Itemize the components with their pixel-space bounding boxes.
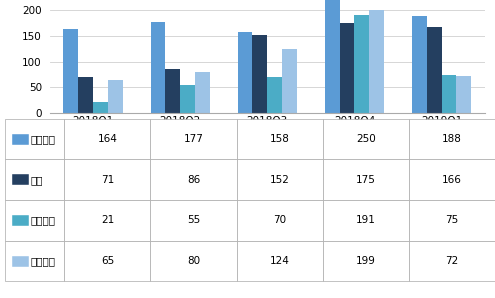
Bar bbox=[412, 16, 427, 113]
FancyBboxPatch shape bbox=[64, 119, 150, 159]
Text: 75: 75 bbox=[446, 215, 458, 225]
FancyBboxPatch shape bbox=[150, 241, 237, 281]
FancyBboxPatch shape bbox=[237, 241, 323, 281]
Bar bbox=[12, 174, 29, 185]
FancyBboxPatch shape bbox=[323, 200, 409, 241]
Text: 188: 188 bbox=[442, 134, 462, 144]
Text: 152: 152 bbox=[270, 175, 290, 185]
FancyBboxPatch shape bbox=[150, 200, 237, 241]
Bar bbox=[180, 85, 195, 113]
Bar bbox=[78, 77, 93, 113]
FancyBboxPatch shape bbox=[64, 241, 150, 281]
Text: 158: 158 bbox=[270, 134, 290, 144]
Text: 55: 55 bbox=[187, 215, 200, 225]
Bar bbox=[150, 22, 165, 113]
Bar bbox=[325, 0, 340, 113]
FancyBboxPatch shape bbox=[409, 119, 495, 159]
FancyBboxPatch shape bbox=[409, 241, 495, 281]
Text: 86: 86 bbox=[187, 175, 200, 185]
FancyBboxPatch shape bbox=[150, 159, 237, 200]
Bar bbox=[108, 80, 123, 113]
FancyBboxPatch shape bbox=[323, 119, 409, 159]
Bar bbox=[427, 27, 442, 113]
Bar bbox=[63, 29, 78, 113]
Text: 250: 250 bbox=[356, 134, 376, 144]
Bar bbox=[195, 72, 210, 113]
FancyBboxPatch shape bbox=[5, 200, 64, 241]
Text: 首旅酒店: 首旅酒店 bbox=[30, 215, 55, 225]
FancyBboxPatch shape bbox=[409, 159, 495, 200]
FancyBboxPatch shape bbox=[409, 200, 495, 241]
Bar bbox=[267, 77, 282, 113]
Text: 65: 65 bbox=[101, 256, 114, 266]
FancyBboxPatch shape bbox=[323, 241, 409, 281]
Bar bbox=[340, 23, 354, 113]
Text: 21: 21 bbox=[101, 215, 114, 225]
FancyBboxPatch shape bbox=[323, 159, 409, 200]
Bar bbox=[282, 49, 297, 113]
Bar bbox=[12, 255, 29, 267]
Bar bbox=[354, 15, 369, 113]
Text: 格林豪泰: 格林豪泰 bbox=[30, 256, 55, 266]
Bar bbox=[456, 76, 471, 113]
Text: 177: 177 bbox=[184, 134, 203, 144]
FancyBboxPatch shape bbox=[237, 159, 323, 200]
Text: 锦江股份: 锦江股份 bbox=[30, 134, 55, 144]
Bar bbox=[12, 215, 29, 226]
Bar bbox=[93, 103, 108, 113]
Text: 70: 70 bbox=[273, 215, 286, 225]
FancyBboxPatch shape bbox=[5, 119, 64, 159]
Bar bbox=[252, 35, 267, 113]
Text: 164: 164 bbox=[98, 134, 117, 144]
FancyBboxPatch shape bbox=[64, 200, 150, 241]
Text: 华住: 华住 bbox=[30, 175, 43, 185]
FancyBboxPatch shape bbox=[237, 200, 323, 241]
FancyBboxPatch shape bbox=[64, 159, 150, 200]
FancyBboxPatch shape bbox=[150, 119, 237, 159]
Bar bbox=[238, 32, 252, 113]
FancyBboxPatch shape bbox=[5, 159, 64, 200]
Text: 199: 199 bbox=[356, 256, 376, 266]
Text: 191: 191 bbox=[356, 215, 376, 225]
Text: 71: 71 bbox=[101, 175, 114, 185]
Bar bbox=[369, 10, 384, 113]
Bar bbox=[165, 69, 180, 113]
Text: 72: 72 bbox=[446, 256, 458, 266]
FancyBboxPatch shape bbox=[237, 119, 323, 159]
FancyBboxPatch shape bbox=[5, 241, 64, 281]
Text: 175: 175 bbox=[356, 175, 376, 185]
Text: 80: 80 bbox=[187, 256, 200, 266]
Text: 166: 166 bbox=[442, 175, 462, 185]
Bar bbox=[442, 74, 456, 113]
Bar bbox=[12, 134, 29, 145]
Text: 124: 124 bbox=[270, 256, 290, 266]
